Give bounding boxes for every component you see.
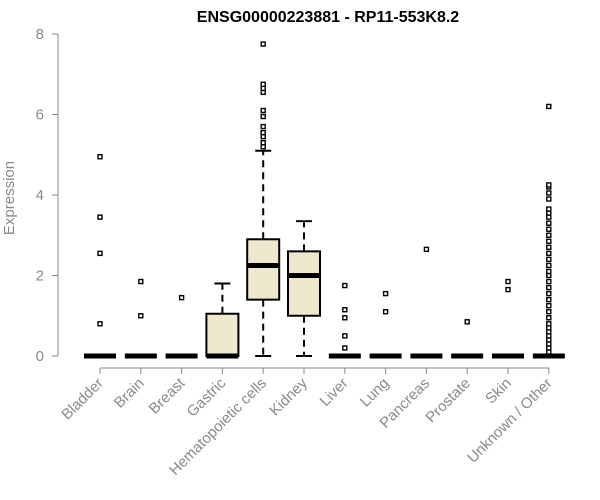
box-iqr — [287, 250, 321, 317]
outlier-point — [505, 286, 511, 293]
outlier-point — [138, 278, 144, 285]
outlier-point — [546, 226, 552, 232]
outlier-point — [546, 103, 552, 110]
x-category-label: Brain — [111, 375, 148, 412]
y-tick-label: 6 — [36, 107, 44, 124]
outlier-point — [342, 282, 348, 289]
outlier-point — [342, 333, 348, 339]
outlier-point — [546, 315, 552, 321]
outlier-point — [546, 296, 552, 303]
outlier-point — [97, 321, 103, 327]
x-category-label: Prostate — [422, 375, 474, 427]
x-category-label: Kidney — [266, 374, 311, 419]
outlier-point — [546, 250, 552, 257]
outlier-point — [97, 214, 103, 220]
y-tick-label: 2 — [36, 268, 44, 285]
outlier-point — [342, 307, 348, 313]
y-tick-label: 4 — [36, 187, 44, 204]
outlier-point — [546, 262, 552, 269]
y-axis-label: Expression — [1, 161, 18, 235]
outlier-point — [382, 309, 389, 315]
x-category-label: Bladder — [58, 375, 107, 424]
outlier-point — [138, 313, 144, 319]
y-tick-label: 8 — [36, 26, 44, 43]
box-iqr — [246, 238, 281, 301]
outlier-point — [382, 290, 389, 297]
outlier-point — [546, 284, 552, 291]
outlier-point — [97, 250, 103, 257]
outlier-point — [342, 345, 348, 351]
outlier-point — [546, 278, 552, 285]
outlier-point — [546, 220, 552, 226]
outlier-point — [260, 41, 266, 47]
outlier-point — [546, 244, 552, 251]
outlier-point — [97, 154, 103, 160]
outlier-point — [546, 290, 552, 297]
outlier-point — [546, 190, 552, 196]
outlier-point — [505, 278, 511, 285]
outlier-point — [342, 315, 348, 321]
x-category-label: Breast — [146, 374, 189, 417]
outlier-point — [546, 232, 552, 238]
outlier-point — [546, 321, 552, 327]
outlier-point — [546, 182, 552, 188]
chart-title: ENSG00000223881 - RP11-553K8.2 — [197, 9, 460, 26]
outlier-point — [546, 196, 552, 202]
y-tick-label: 0 — [36, 348, 44, 365]
outlier-point — [546, 302, 552, 309]
outlier-point — [260, 113, 266, 120]
outlier-point — [423, 246, 430, 253]
x-category-label: Lung — [357, 375, 393, 411]
outlier-point — [260, 107, 266, 114]
x-category-label: Liver — [317, 375, 352, 410]
outlier-point — [546, 238, 552, 244]
outlier-point — [546, 309, 552, 315]
outlier-point — [178, 294, 185, 301]
box-iqr — [205, 312, 240, 357]
outlier-point — [260, 129, 266, 136]
x-category-label: Skin — [482, 375, 515, 408]
outlier-point — [464, 319, 470, 325]
outlier-point — [546, 256, 552, 263]
outlier-point — [546, 206, 552, 212]
outlier-point — [260, 81, 266, 88]
outlier-point — [260, 123, 266, 130]
outlier-point — [260, 139, 266, 146]
outlier-point — [546, 268, 552, 275]
